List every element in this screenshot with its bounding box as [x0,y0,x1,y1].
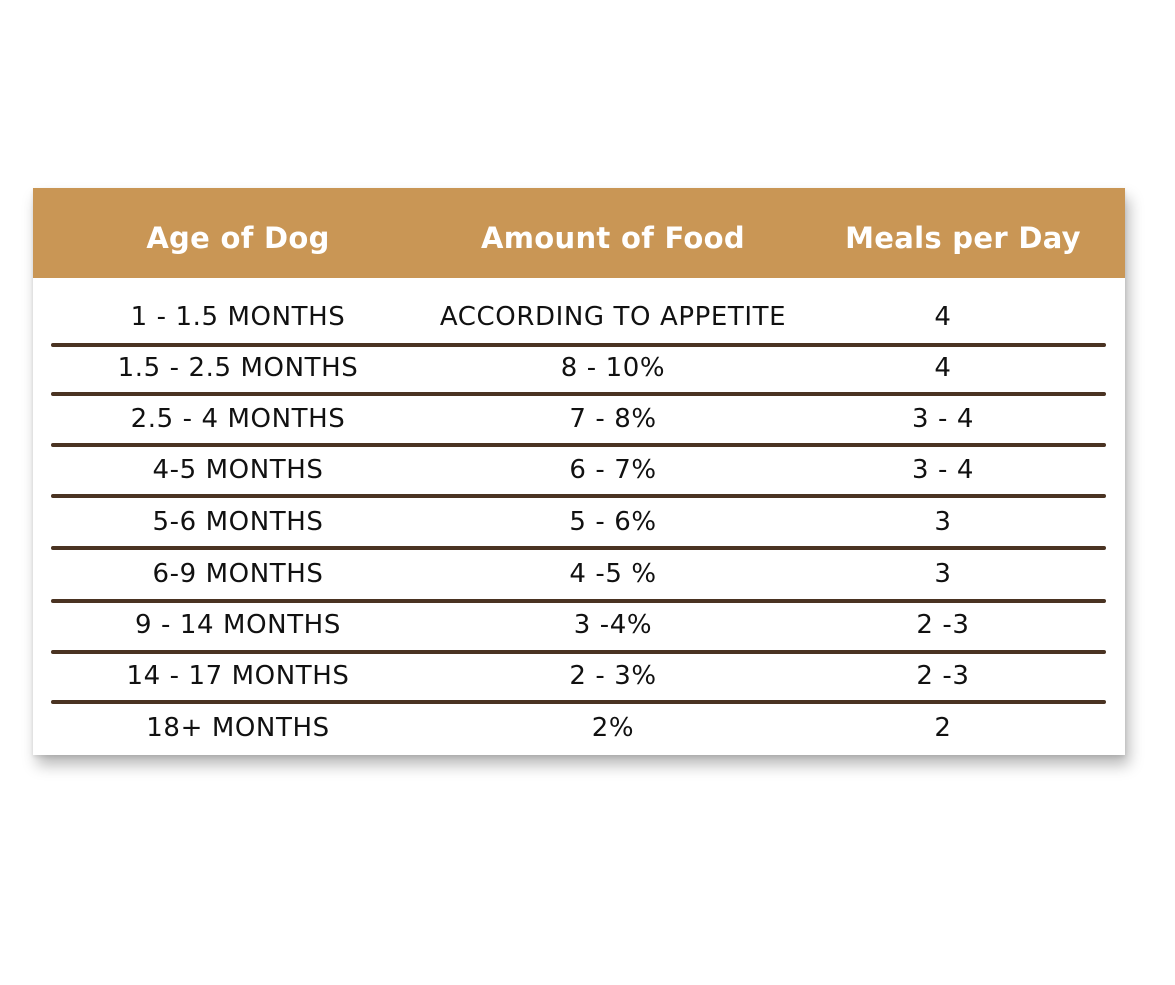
meals-cell: 2 -3 [916,661,970,691]
amount-cell: 5 - 6% [569,507,657,537]
amount-cell: 2% [591,713,635,743]
row-divider [51,392,1106,396]
row-divider [51,599,1106,603]
table-row: 9 - 14 MONTHS 3 -4% 2 -3 [33,600,1125,650]
header-meals-per-day: Meals per Day [845,221,1081,255]
row-divider [51,546,1106,550]
table-row: 6-9 MONTHS 4 -5 % 3 [33,549,1125,599]
row-divider [51,700,1106,704]
row-divider [51,443,1106,447]
table-row: 2.5 - 4 MONTHS 7 - 8% 3 - 4 [33,394,1125,444]
table-row: 18+ MONTHS 2% 2 [33,703,1125,753]
amount-cell: 4 -5 % [569,559,657,589]
header-amount-of-food: Amount of Food [481,221,745,255]
meals-cell: 2 -3 [916,610,970,640]
table-row: 5-6 MONTHS 5 - 6% 3 [33,497,1125,547]
age-cell: 4-5 MONTHS [152,455,324,485]
amount-cell: 3 -4% [573,610,653,640]
age-cell: 1.5 - 2.5 MONTHS [117,353,359,383]
meals-cell: 2 [934,713,952,743]
row-divider [51,343,1106,347]
meals-cell: 3 - 4 [912,455,974,485]
table-row: 1.5 - 2.5 MONTHS 8 - 10% 4 [33,343,1125,393]
table-row: 1 - 1.5 MONTHS ACCORDING TO APPETITE 4 [33,292,1125,342]
table-header: Age of Dog Amount of Food Meals per Day [33,188,1125,278]
age-cell: 18+ MONTHS [146,713,330,743]
header-age-of-dog: Age of Dog [146,221,330,255]
amount-cell: 8 - 10% [560,353,666,383]
table-row: 14 - 17 MONTHS 2 - 3% 2 -3 [33,651,1125,701]
age-cell: 6-9 MONTHS [152,559,324,589]
age-cell: 2.5 - 4 MONTHS [130,404,346,434]
feeding-table-card: Age of Dog Amount of Food Meals per Day … [33,188,1125,755]
row-divider [51,650,1106,654]
meals-cell: 3 - 4 [912,404,974,434]
amount-cell: ACCORDING TO APPETITE [439,302,787,332]
age-cell: 9 - 14 MONTHS [135,610,341,640]
meals-cell: 3 [934,507,952,537]
amount-cell: 6 - 7% [569,455,657,485]
age-cell: 1 - 1.5 MONTHS [130,302,346,332]
age-cell: 5-6 MONTHS [152,507,324,537]
meals-cell: 4 [934,353,952,383]
meals-cell: 4 [934,302,952,332]
amount-cell: 2 - 3% [569,661,657,691]
meals-cell: 3 [934,559,952,589]
table-row: 4-5 MONTHS 6 - 7% 3 - 4 [33,445,1125,495]
amount-cell: 7 - 8% [569,404,657,434]
age-cell: 14 - 17 MONTHS [126,661,350,691]
row-divider [51,494,1106,498]
